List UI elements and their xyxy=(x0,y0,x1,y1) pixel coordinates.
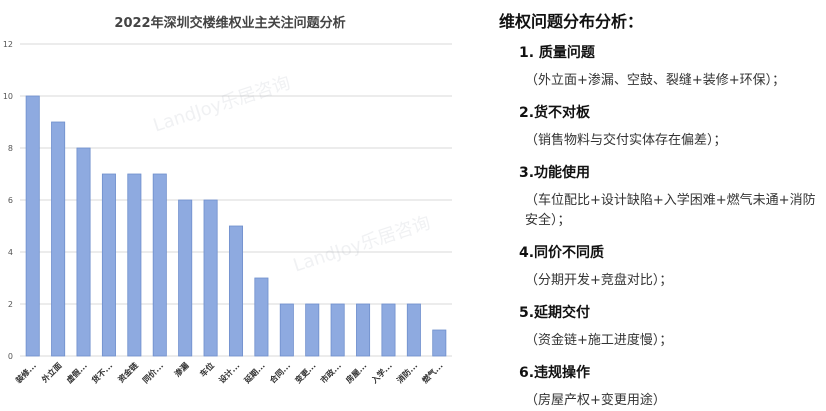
notes-title: 维权问题分布分析： xyxy=(499,12,644,31)
note-item: 6.违规操作 （房屋产权+变更用途） xyxy=(519,362,821,411)
note-item: 3.功能使用 （车位配比+设计缺陷+入学困难+燃气未通+消防安全）； xyxy=(519,162,821,231)
bar xyxy=(152,173,167,357)
y-tick-label: 4 xyxy=(8,248,13,257)
x-tick-label: 变更... xyxy=(293,360,318,385)
x-tick-label: 房屋... xyxy=(344,360,369,385)
x-tick-label: 燃气... xyxy=(420,360,445,385)
x-tick-label: 设计... xyxy=(217,360,242,385)
x-tick-label: 入学... xyxy=(368,360,394,386)
x-tick-label: 合同... xyxy=(267,360,293,386)
bar xyxy=(381,303,396,357)
x-tick-label: 货不... xyxy=(89,360,115,386)
bar xyxy=(305,303,320,357)
note-detail: （销售物料与交付实体存在偏差）； xyxy=(525,133,727,148)
bar xyxy=(51,121,66,357)
note-item: 5.延期交付 （资金链+施工进度慢）； xyxy=(519,302,821,351)
bar xyxy=(432,329,447,357)
y-tick-label: 8 xyxy=(8,144,13,153)
bar xyxy=(406,303,421,357)
x-tick-label: 虚假... xyxy=(64,360,89,385)
chart-panel: 0 2 4 6 8 10 12 装修... 外立面 虚假... 货不... 资金链 同价... 渗漏 车位设… xyxy=(3,16,452,386)
x-tick-label: 延期... xyxy=(241,360,267,386)
note-detail: （资金链+施工进度慢）； xyxy=(525,333,673,348)
y-tick-label: 12 xyxy=(3,40,13,49)
bar xyxy=(330,303,345,357)
note-heading: 1. 质量问题 xyxy=(519,45,595,61)
y-tick-label: 2 xyxy=(8,300,13,309)
bar-chart: 0 2 4 6 8 10 12 装修... 外立面 虚假... 货不... 资金链 同价... 渗漏 车位设… xyxy=(3,40,452,386)
note-item: 2.货不对板 （销售物料与交付实体存在偏差）； xyxy=(519,102,821,151)
y-tick-label: 6 xyxy=(8,196,13,205)
bar xyxy=(25,95,40,357)
chart-title: 2022年深圳交楼维权业主关注问题分析 xyxy=(114,16,346,31)
x-tick-label: 装修... xyxy=(13,360,39,386)
bar xyxy=(127,173,142,357)
note-detail: （分期开发+竞盘对比）； xyxy=(525,273,673,288)
x-tick-label: 外立面 xyxy=(39,360,63,384)
x-tick-label: 同价... xyxy=(141,361,165,385)
bar xyxy=(76,147,91,357)
x-tick-label: 市政... xyxy=(318,360,343,385)
x-tick-label: 消防... xyxy=(394,360,419,385)
bar xyxy=(279,303,294,357)
bar xyxy=(356,303,371,357)
note-heading: 3.功能使用 xyxy=(519,165,591,181)
analysis-notes: 维权问题分布分析： 1. 质量问题 （外立面+渗漏、空鼓、裂缝+装修+环保）； … xyxy=(483,4,821,408)
y-tick-label: 10 xyxy=(3,92,13,101)
note-heading: 5.延期交付 xyxy=(519,305,591,321)
y-tick-label: 0 xyxy=(8,352,13,361)
note-heading: 4.同价不同质 xyxy=(519,245,605,261)
bar xyxy=(254,277,269,357)
note-detail: （房屋产权+变更用途） xyxy=(525,393,666,408)
note-heading: 6.违规操作 xyxy=(519,365,591,381)
x-tick-label: 渗漏 xyxy=(172,360,190,378)
note-detail: （车位配比+设计缺陷+入学困难+燃气未通+消防安全）； xyxy=(525,193,816,228)
note-item: 1. 质量问题 （外立面+渗漏、空鼓、裂缝+装修+环保）； xyxy=(519,42,821,91)
note-item: 4.同价不同质 （分期开发+竞盘对比）； xyxy=(519,242,821,291)
note-heading: 2.货不对板 xyxy=(519,105,591,121)
x-tick-label: 资金链 xyxy=(116,360,141,385)
bar xyxy=(203,199,218,357)
x-tick-label: 车位 xyxy=(198,360,216,378)
bar xyxy=(178,199,193,357)
bar xyxy=(228,225,244,357)
bar xyxy=(101,173,116,357)
note-detail: （外立面+渗漏、空鼓、裂缝+装修+环保）； xyxy=(525,73,786,88)
